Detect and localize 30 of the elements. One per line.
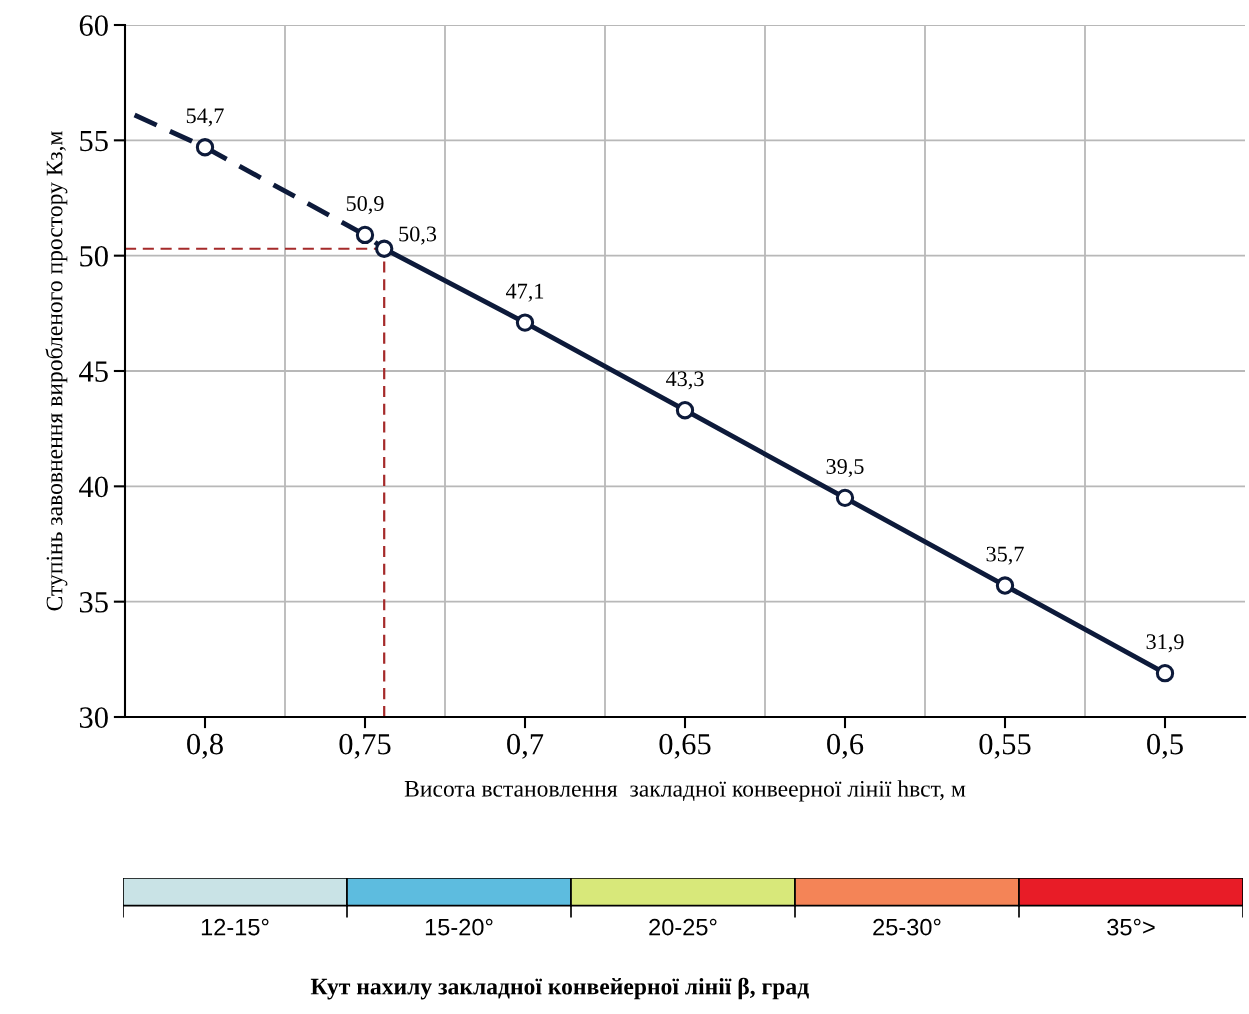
y-tick-label: 30	[79, 707, 108, 728]
x-tick-label: 0,8	[187, 733, 223, 759]
y-tick-label: 50	[80, 245, 108, 267]
data-label: 43,3	[665, 371, 704, 390]
x-axis-title: Висота встановлення закладної конвеерної лінії hвст, м	[404, 780, 966, 802]
category-label: 20-25°	[649, 918, 717, 936]
y-tick-label: 45	[79, 361, 108, 382]
y-axis-title: Ступінь завовнення виробленого простору Кз,м	[45, 131, 68, 611]
data-label: 31,9	[1146, 634, 1184, 653]
text: Кут нахилу закладної конвейерної лінії β, град	[310, 977, 809, 1000]
category-label: 12-15°	[201, 918, 269, 936]
y-tick-label: 55	[80, 130, 108, 152]
data-label: 39,5	[826, 458, 864, 478]
y-tick-label: 35	[79, 592, 108, 613]
category-label: 15-20°	[425, 918, 493, 936]
y-tick-label: 60	[79, 15, 108, 36]
data-label: 54,7	[186, 108, 224, 127]
x-tick-label: 0,7	[507, 733, 544, 759]
x-tick-label: 0,6	[827, 733, 864, 759]
x-tick-label: 0,75	[339, 733, 391, 759]
data-label: 35,7	[986, 546, 1024, 565]
category-label: 25-30°	[873, 918, 941, 936]
y-tick-label: 40	[79, 476, 108, 498]
data-label: 50,3	[399, 226, 437, 245]
data-label: 47,1	[505, 283, 544, 302]
x-tick-label: 0,55	[979, 733, 1031, 759]
data-label: 50,9	[346, 195, 384, 215]
x-tick-label: 0,65	[659, 733, 711, 759]
category-label: 35°>	[1107, 918, 1155, 936]
x-tick-label: 0,5	[1147, 733, 1183, 759]
